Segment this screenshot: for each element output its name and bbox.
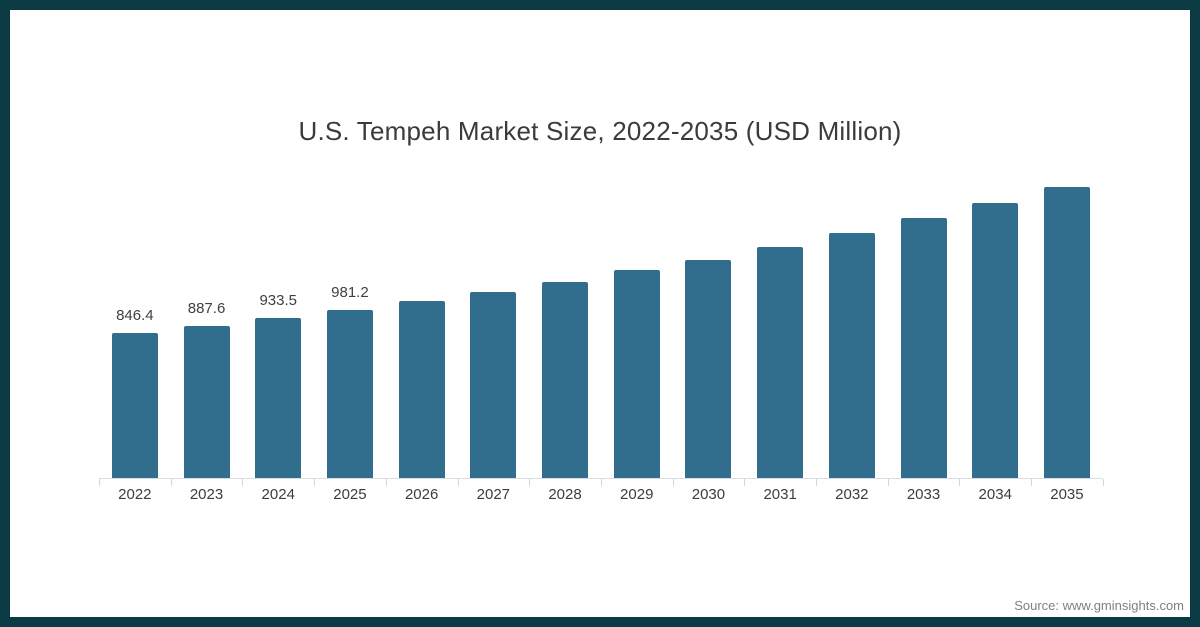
x-axis-line xyxy=(99,478,1103,479)
bar-2027 xyxy=(470,292,517,478)
x-axis-tick xyxy=(314,479,315,486)
chart-canvas: U.S. Tempeh Market Size, 2022-2035 (USD … xyxy=(10,10,1190,617)
x-axis-label-2022: 2022 xyxy=(118,486,152,503)
bar-2033 xyxy=(900,218,947,478)
x-axis-tick xyxy=(1031,479,1032,486)
bar-value-label-2022: 846.4 xyxy=(116,307,154,324)
x-axis-label-2030: 2030 xyxy=(691,486,726,503)
chart-title: U.S. Tempeh Market Size, 2022-2035 (USD … xyxy=(298,116,902,146)
x-axis-tick xyxy=(673,479,674,486)
source-credit: Source: www.gminsights.com xyxy=(1014,598,1184,613)
bar-value-label-2023: 887.6 xyxy=(187,300,226,317)
x-axis-tick xyxy=(888,479,889,486)
bar-2035 xyxy=(1043,187,1090,478)
x-axis-tick xyxy=(458,479,459,486)
bar-2030 xyxy=(685,260,732,478)
bar-chart-plot: 846.4 2022 887.6 2023 933.5 2024 981.2 2025 2026… xyxy=(99,110,1104,503)
x-axis-label-2033: 2033 xyxy=(906,486,941,503)
x-axis-tick xyxy=(386,479,387,486)
x-axis-label-2028: 2028 xyxy=(548,486,582,503)
bar-2029 xyxy=(613,270,660,478)
bar-2026 xyxy=(398,301,445,478)
x-axis-label-2027: 2027 xyxy=(476,486,511,503)
bar-2032 xyxy=(828,233,875,478)
bar-value-label-2024: 933.5 xyxy=(259,292,297,309)
bar-2034 xyxy=(972,203,1019,478)
x-axis-tick xyxy=(171,479,172,486)
x-axis-tick xyxy=(959,479,960,486)
bar-2025 xyxy=(326,310,373,478)
bar-2024 xyxy=(255,318,302,478)
bar-2031 xyxy=(757,247,804,478)
x-axis-tick xyxy=(99,479,100,486)
x-axis-tick xyxy=(816,479,817,486)
x-axis-label-2024: 2024 xyxy=(261,486,295,503)
bar-2022 xyxy=(111,333,158,478)
x-axis-label-2023: 2023 xyxy=(189,486,224,503)
x-axis-tick xyxy=(242,479,243,486)
bar-2028 xyxy=(542,282,589,478)
x-axis-label-2029: 2029 xyxy=(620,486,654,503)
bar-2023 xyxy=(183,326,230,478)
bar-value-label-2025: 981.2 xyxy=(331,284,369,301)
x-axis-label-2025: 2025 xyxy=(333,486,367,503)
x-axis-label-2031: 2031 xyxy=(763,486,797,503)
x-axis-label-2034: 2034 xyxy=(978,486,1012,503)
x-axis-label-2026: 2026 xyxy=(404,486,439,503)
x-axis-label-2035: 2035 xyxy=(1050,486,1084,503)
x-axis-label-2032: 2032 xyxy=(835,486,869,503)
x-axis-tick xyxy=(529,479,530,486)
x-axis-tick xyxy=(1103,479,1104,486)
x-axis-tick xyxy=(601,479,602,486)
x-axis-tick xyxy=(744,479,745,486)
